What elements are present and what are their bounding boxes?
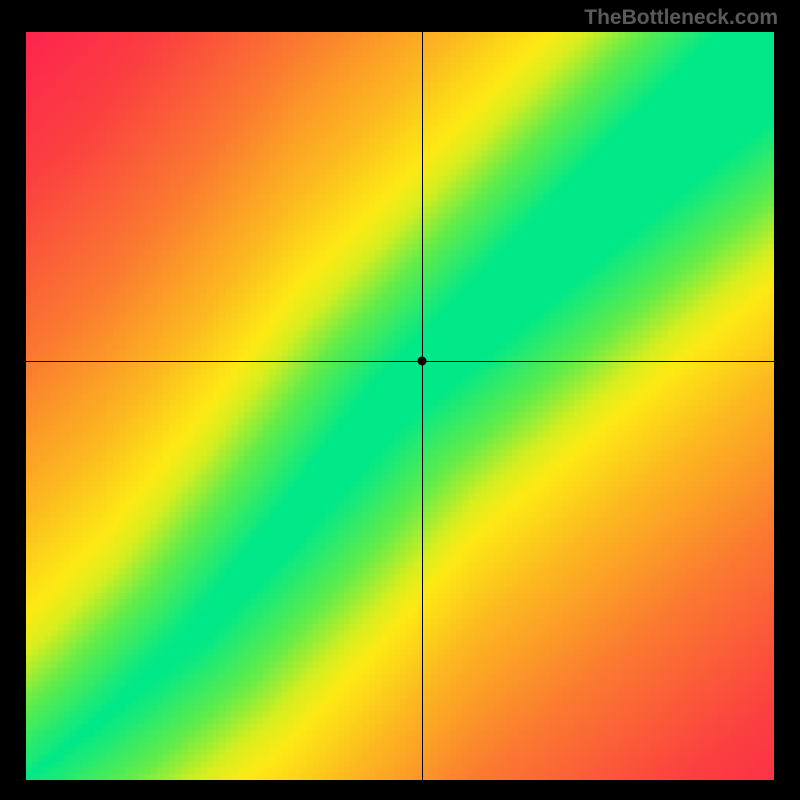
heatmap-canvas bbox=[26, 32, 774, 780]
configuration-marker bbox=[418, 357, 427, 366]
bottleneck-heatmap-chart bbox=[26, 32, 774, 780]
crosshair-vertical bbox=[422, 32, 423, 780]
crosshair-horizontal bbox=[26, 361, 774, 362]
watermark-text: TheBottleneck.com bbox=[584, 6, 778, 30]
